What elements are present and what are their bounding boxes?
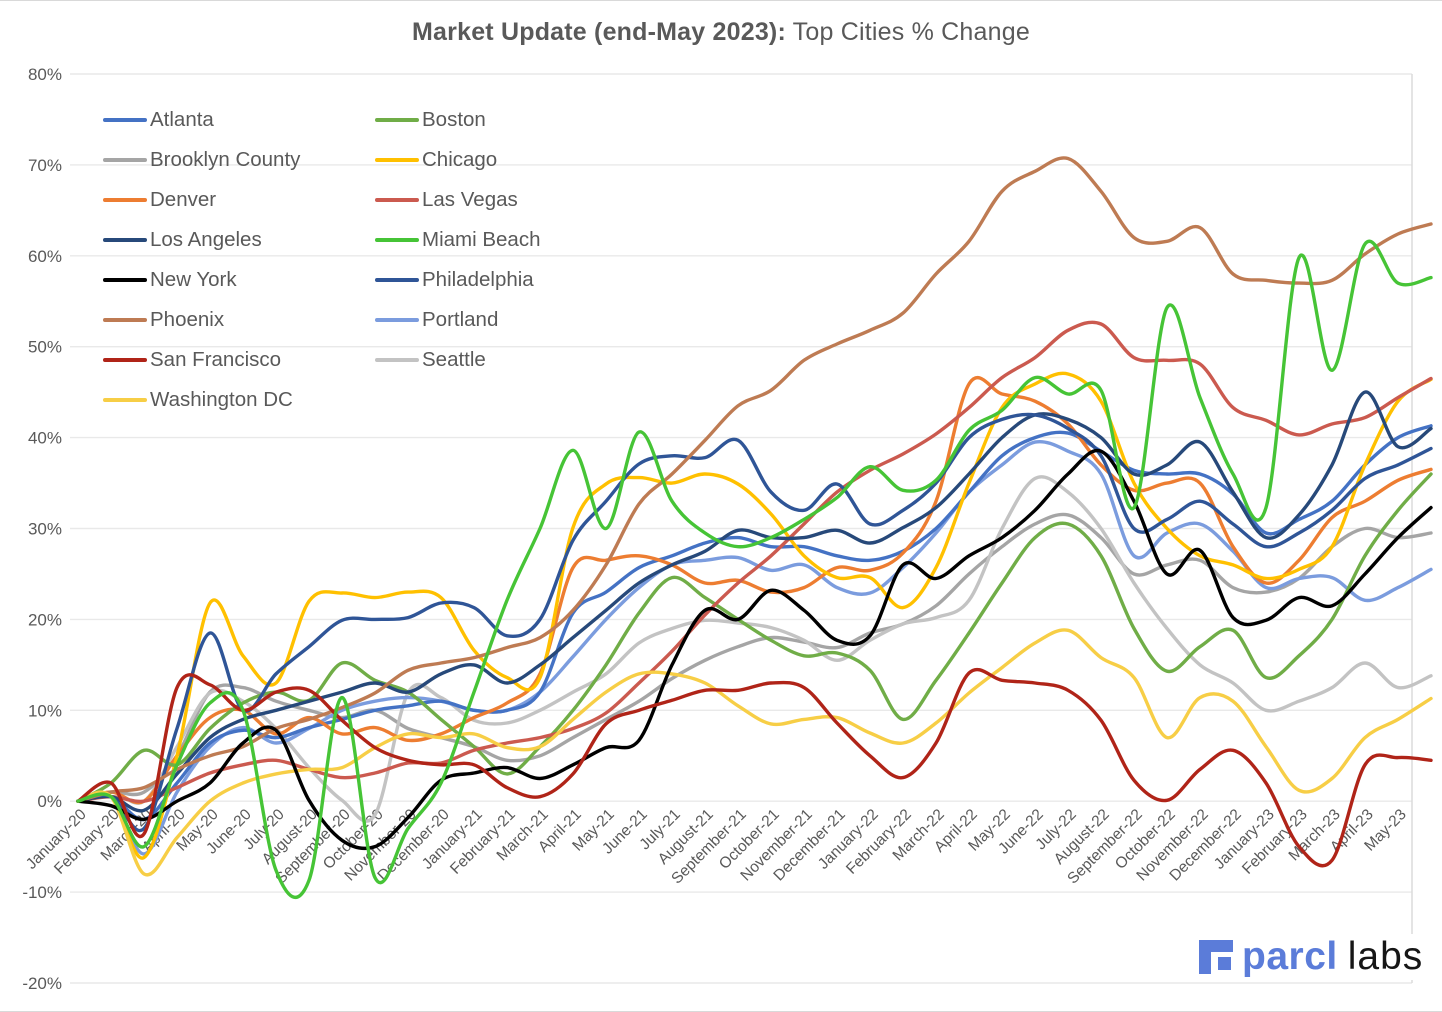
series-line-san-francisco <box>76 667 1433 868</box>
legend-item-washington-dc: Washington DC <box>103 388 375 412</box>
legend-swatch-icon <box>375 317 419 323</box>
legend-item-philadelphia: Philadelphia <box>375 268 675 292</box>
legend-swatch-icon <box>103 117 147 123</box>
legend-item-portland: Portland <box>375 308 675 332</box>
legend-swatch-icon <box>103 317 147 323</box>
legend-swatch-icon <box>103 277 147 283</box>
legend-label: Miami Beach <box>422 228 541 251</box>
legend-item-seattle: Seattle <box>375 348 675 372</box>
legend-item-las-vegas: Las Vegas <box>375 188 675 212</box>
legend-item-denver: Denver <box>103 188 375 212</box>
series-line-philadelphia <box>76 412 1433 833</box>
legend-label: Philadelphia <box>422 268 534 291</box>
series-line-boston <box>76 472 1433 803</box>
legend-label: Atlanta <box>150 108 214 131</box>
legend-label: Chicago <box>422 148 498 171</box>
legend-swatch-icon <box>103 237 147 243</box>
series-line-brooklyn-county <box>76 512 1433 803</box>
legend-swatch-icon <box>375 277 419 283</box>
series-line-phoenix <box>76 156 1433 803</box>
y-axis-tick-label: 50% <box>28 338 62 357</box>
legend-item-atlanta: Atlanta <box>103 108 375 132</box>
legend-item-phoenix: Phoenix <box>103 308 375 332</box>
y-axis-tick-label: 20% <box>28 610 62 629</box>
legend-item-san-francisco: San Francisco <box>103 348 375 372</box>
legend-label: Boston <box>422 108 486 131</box>
series-line-washington-dc <box>76 628 1433 877</box>
legend-item-miami-beach: Miami Beach <box>375 228 675 252</box>
legend-swatch-icon <box>103 197 147 203</box>
legend-swatch-icon <box>375 237 419 243</box>
legend-label: Washington DC <box>150 388 293 411</box>
legend-swatch-icon <box>103 357 147 363</box>
logo-brand-text: parcl <box>1242 935 1338 978</box>
legend-swatch-icon <box>103 157 147 163</box>
legend-label: Denver <box>150 188 217 211</box>
y-axis-tick-label: 60% <box>28 247 62 266</box>
series-line-new-york <box>76 448 1433 851</box>
series-line-miami-beach <box>76 239 1433 899</box>
legend-swatch-icon <box>375 357 419 363</box>
logo-suffix-text: labs <box>1347 935 1424 978</box>
legend-label: Brooklyn County <box>150 148 301 171</box>
legend-swatch-icon <box>103 397 147 403</box>
legend-label: Portland <box>422 308 499 331</box>
legend-swatch-icon <box>375 197 419 203</box>
legend-label: Los Angeles <box>150 228 262 251</box>
y-axis-tick-label: -20% <box>22 974 62 993</box>
chart-title-regular: Top Cities % Change <box>785 18 1030 46</box>
series-line-los-angeles <box>76 390 1433 813</box>
chart-title-bold: Market Update (end-May 2023): <box>412 18 786 46</box>
y-axis-tick-label: 10% <box>28 701 62 720</box>
parcl-labs-logo: parcl labs <box>1193 934 1428 980</box>
legend-label: Phoenix <box>150 308 225 331</box>
y-axis-tick-label: 0% <box>37 792 62 811</box>
legend-label: New York <box>150 268 237 291</box>
y-axis-tick-label: 70% <box>28 156 62 175</box>
legend-item-los-angeles: Los Angeles <box>103 228 375 252</box>
series-line-portland <box>76 439 1433 856</box>
series-line-chicago <box>76 371 1433 860</box>
legend-label: Seattle <box>422 348 486 371</box>
y-axis-tick-label: 30% <box>28 520 62 539</box>
y-axis-tick-label: -10% <box>22 883 62 902</box>
legend-swatch-icon <box>375 157 419 163</box>
legend-item-boston: Boston <box>375 108 675 132</box>
y-axis-tick-label: 40% <box>28 429 62 448</box>
series-line-atlanta <box>76 424 1433 822</box>
parcl-square-icon <box>1199 940 1233 974</box>
legend-item-new-york: New York <box>103 268 375 292</box>
chart-title: Market Update (end-May 2023): Top Cities… <box>0 18 1442 47</box>
series-line-denver <box>76 375 1433 805</box>
legend-item-chicago: Chicago <box>375 148 675 172</box>
y-axis-tick-label: 80% <box>28 65 62 84</box>
legend-swatch-icon <box>375 117 419 123</box>
legend-item-brooklyn-county: Brooklyn County <box>103 148 375 172</box>
chart-legend: Atlanta Boston Brooklyn County Chicago Denve… <box>103 100 675 420</box>
legend-label: San Francisco <box>150 348 282 371</box>
legend-label: Las Vegas <box>422 188 518 211</box>
